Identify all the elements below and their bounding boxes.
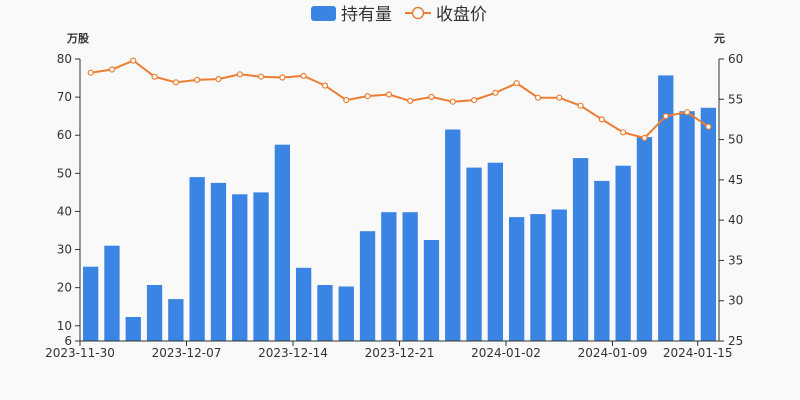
close-price-point <box>364 92 371 100</box>
holding-bar <box>679 111 695 341</box>
y-left-tick-label: 80 <box>57 52 72 66</box>
holding-bar <box>572 158 589 341</box>
close-price-point <box>662 113 669 120</box>
legend-bar-swatch <box>311 6 336 21</box>
y-left-tick-label: 60 <box>57 128 72 142</box>
bar-series <box>83 75 716 342</box>
close-price-line <box>90 59 709 140</box>
holding-bar <box>232 194 248 341</box>
close-price-point <box>428 93 435 101</box>
y-left-tick-label: 6 <box>64 334 72 348</box>
x-tick-label: 2024-01-09 <box>578 346 648 360</box>
close-price-point <box>471 96 478 104</box>
holding-bar <box>274 144 290 341</box>
holding-bar <box>359 231 376 341</box>
close-price-point <box>577 102 584 109</box>
close-price-point <box>534 94 542 101</box>
y-left-tick-label: 20 <box>57 281 72 295</box>
close-price-point <box>258 73 265 80</box>
close-price-point <box>407 97 414 105</box>
holding-bar <box>338 286 354 341</box>
y-right-tick-label: 55 <box>728 92 743 106</box>
holding-bar <box>658 75 674 342</box>
x-tick-label: 2023-12-14 <box>258 346 328 360</box>
holding-bar <box>509 217 525 341</box>
close-price-point <box>172 79 179 86</box>
y-left-tick-label: 70 <box>57 90 72 104</box>
close-price-point <box>449 98 456 105</box>
y-left-tick-label: 30 <box>57 243 72 257</box>
holding-bar <box>381 212 397 341</box>
close-price-point <box>513 80 520 87</box>
holding-bar <box>700 107 716 341</box>
close-price-point <box>87 69 94 76</box>
close-price-point <box>641 134 648 142</box>
holding-bar <box>125 317 141 341</box>
close-price-point <box>300 72 307 80</box>
holding-bar <box>530 214 546 341</box>
close-price-point <box>705 123 712 130</box>
close-price-point <box>321 82 329 89</box>
holding-bar <box>445 129 461 341</box>
holding-bar <box>487 162 503 341</box>
x-axis: 2023-11-30 2023-12-07 2023-12-14 2023-12-21… <box>45 340 733 360</box>
holding-bar <box>210 182 227 341</box>
holding-bar <box>317 285 333 341</box>
close-price-point <box>151 73 158 80</box>
close-price-point <box>683 109 691 116</box>
close-price-point <box>385 91 392 98</box>
y-left-axis: 610 20 30 40 50 60 70 80 <box>57 52 81 348</box>
legend-bar-label: 持有量 <box>341 5 392 25</box>
holding-bar <box>594 180 610 341</box>
holding-bar <box>402 212 418 341</box>
close-price-point <box>492 89 499 96</box>
y-right-tick-label: 45 <box>728 173 743 187</box>
holding-bar <box>636 137 653 341</box>
y-left-tick-label: 50 <box>57 166 72 180</box>
holding-bar <box>551 209 567 341</box>
legend-line-label: 收盘价 <box>436 5 487 25</box>
close-price-point <box>619 129 627 136</box>
close-price-point <box>556 94 563 101</box>
close-price-point <box>108 66 116 73</box>
holding-bar <box>615 165 631 341</box>
y-right-tick-label: 60 <box>728 52 743 66</box>
line-series <box>87 57 712 142</box>
y-left-tick-label: 40 <box>57 204 72 218</box>
holding-bar <box>466 167 482 341</box>
close-price-point <box>236 71 243 78</box>
holding-bar <box>423 240 440 341</box>
legend-line-marker <box>411 6 425 20</box>
close-price-point <box>343 96 350 104</box>
holding-bar <box>296 267 312 341</box>
y-left-tick-label: 10 <box>57 319 72 333</box>
x-tick-label: 2024-01-15 <box>663 346 733 360</box>
y-left-unit-label: 万股 <box>66 32 90 45</box>
holding-bar <box>146 285 163 341</box>
legend: 持有量 收盘价 <box>311 5 487 25</box>
y-right-unit-label: 元 <box>714 32 725 45</box>
holding-bar <box>104 245 120 341</box>
holding-bar <box>83 266 99 341</box>
holding-bar <box>168 299 184 341</box>
x-tick-label: 2023-11-30 <box>45 346 115 360</box>
holding-bar <box>189 177 205 341</box>
holding-bar <box>253 192 269 341</box>
close-price-point <box>130 57 137 64</box>
x-tick-label: 2023-12-07 <box>152 346 222 360</box>
x-tick-label: 2023-12-21 <box>365 346 435 360</box>
y-right-tick-label: 35 <box>728 253 743 267</box>
close-price-point <box>194 76 201 84</box>
y-right-tick-label: 25 <box>728 334 743 348</box>
close-price-point <box>279 74 286 81</box>
y-right-axis: 25 30 35 40 45 50 55 60 <box>718 52 743 348</box>
y-right-tick-label: 40 <box>728 213 743 227</box>
close-price-point <box>598 116 606 123</box>
y-right-tick-label: 50 <box>728 133 743 147</box>
y-right-tick-label: 30 <box>728 294 743 308</box>
close-price-point <box>215 75 222 83</box>
x-tick-label: 2024-01-02 <box>471 346 541 360</box>
